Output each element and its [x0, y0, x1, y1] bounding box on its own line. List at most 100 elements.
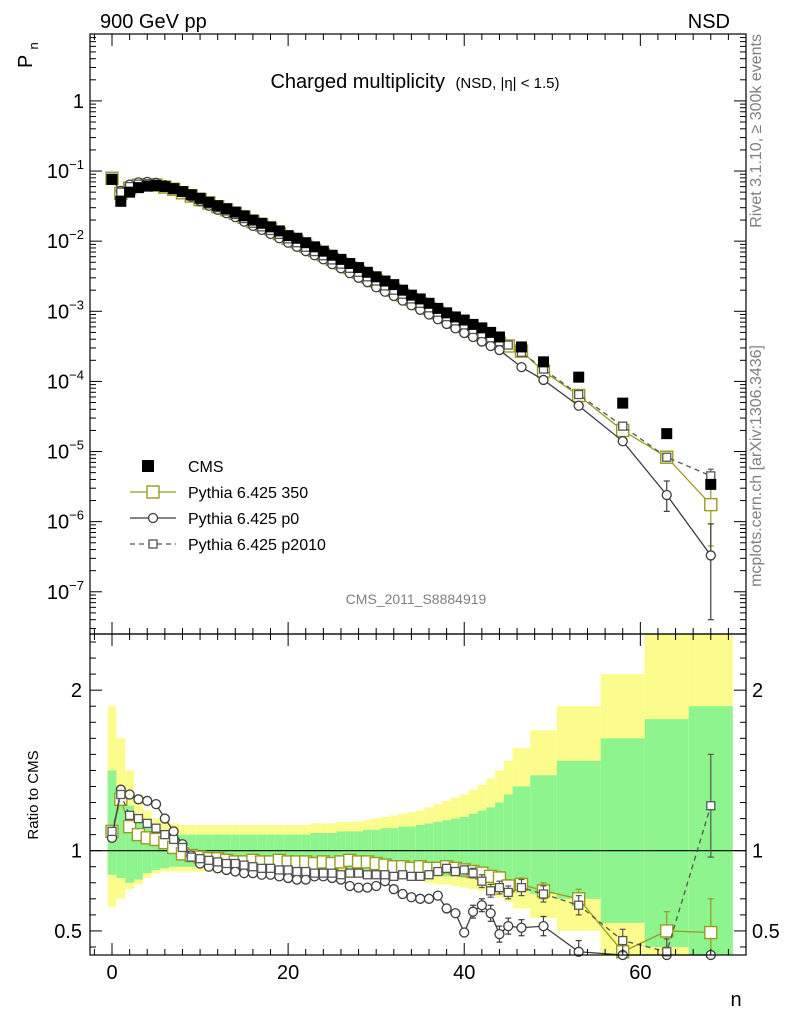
main-panel-series	[105, 171, 718, 621]
y-tick-label: 10−4	[47, 367, 84, 393]
series-point	[221, 858, 232, 869]
series-point	[292, 866, 302, 877]
x-tick-label: 40	[453, 962, 475, 984]
series-point	[459, 927, 470, 938]
series-point	[318, 868, 328, 878]
header-right-label: NSD	[688, 11, 730, 33]
cms-point	[203, 196, 215, 208]
series-point	[617, 436, 628, 447]
series-point	[432, 890, 443, 901]
series-point	[353, 868, 364, 878]
series-point	[503, 920, 514, 932]
band-inner-bin	[424, 823, 434, 875]
band-inner-bin	[398, 826, 407, 872]
cms-point	[335, 253, 347, 265]
series-cms	[106, 173, 717, 490]
series-point	[291, 874, 303, 885]
series-point	[459, 327, 470, 339]
series-point	[389, 871, 399, 882]
legend-entry: Pythia 6.425 p0	[130, 511, 299, 528]
legend-marker	[147, 512, 159, 524]
y-tick-label-exp: −6	[69, 508, 84, 523]
series-point	[538, 374, 549, 386]
chart-title: Charged multiplicity (NSD, |η| < 1.5)	[270, 71, 559, 93]
series-point	[362, 882, 373, 893]
ratio-y-tick-label-left: 2	[71, 680, 82, 702]
cms-point	[705, 478, 717, 490]
series-point	[168, 826, 179, 837]
series-point	[397, 870, 408, 880]
series-point	[516, 922, 527, 933]
legend-entry: CMS	[142, 459, 224, 476]
y-tick-label-base: 10	[47, 371, 69, 393]
series-point	[274, 865, 284, 875]
legend-label: Pythia 6.425 p0	[188, 511, 299, 528]
band-inner-bin	[107, 770, 117, 875]
cms-point	[229, 206, 241, 218]
series-point	[423, 893, 435, 904]
band-inner-bin	[442, 820, 452, 877]
series-point	[415, 893, 426, 904]
y-tick-label: 10−2	[47, 227, 84, 253]
series-point	[344, 880, 355, 892]
cms-point	[115, 195, 127, 207]
y-tick-label-exp: −3	[69, 297, 84, 312]
ratio-panel-axes: 0 20 40 60 0.5 0.5 1 1 2 2	[54, 634, 780, 984]
ratio-y-tick-label-right: 2	[752, 680, 763, 702]
legend-label: Pythia 6.425 350	[188, 485, 308, 502]
cms-point	[159, 181, 171, 193]
y-tick-label-base: 10	[47, 301, 69, 323]
band-inner-bin	[451, 818, 460, 877]
band-inner-bin	[459, 816, 469, 878]
y-tick-label: 1	[73, 91, 84, 113]
y-tick-label-base: 10	[47, 231, 69, 253]
series-point	[516, 882, 527, 893]
cms-point	[379, 275, 391, 287]
y-tick-label-base: 10	[47, 442, 69, 464]
series-point	[450, 908, 461, 919]
legend-marker	[146, 485, 160, 499]
series-point	[309, 868, 320, 878]
cms-point	[282, 230, 294, 242]
series-point	[485, 886, 496, 896]
y-tick-label: 10−6	[47, 508, 84, 534]
y-tick-label-exp: −7	[69, 578, 84, 593]
cms-point	[265, 221, 277, 233]
analysis-watermark: CMS_2011_S8884919	[346, 591, 487, 607]
band-inner-bin	[371, 829, 381, 870]
cms-point	[194, 192, 206, 204]
x-tick-label: 0	[106, 962, 117, 984]
series-point	[133, 794, 144, 805]
series-point	[662, 947, 672, 957]
series-point	[406, 892, 417, 903]
cms-point	[405, 289, 417, 301]
series-point	[150, 798, 162, 810]
band-inner-bin	[468, 813, 478, 878]
y-tick-label: 10−7	[47, 578, 84, 604]
series-point	[282, 872, 294, 884]
series-point	[300, 874, 311, 885]
x-tick-label: 20	[277, 962, 299, 984]
series-point	[574, 900, 584, 910]
cms-point	[353, 262, 365, 274]
band-inner-bin	[556, 760, 601, 899]
series-point	[661, 489, 672, 501]
cms-point	[370, 271, 382, 283]
band-inner-bin	[433, 821, 443, 875]
series-point	[336, 870, 346, 880]
series-point	[538, 889, 549, 899]
series-point	[441, 903, 452, 914]
cms-point	[291, 232, 303, 244]
band-inner-bin	[345, 831, 355, 869]
series-point	[371, 880, 382, 892]
cms-point	[485, 326, 497, 338]
series-point	[415, 871, 425, 882]
y-tick-label: 10−3	[47, 297, 84, 323]
series-point	[503, 340, 513, 350]
band-inner-bin	[644, 719, 689, 947]
series-point	[433, 866, 443, 877]
cms-point	[361, 266, 373, 278]
series-point	[706, 801, 716, 811]
band-inner-bin	[336, 831, 346, 869]
mcplots-reference-label: mcplots.cern.ch [arXiv:1306.3436]	[748, 345, 765, 587]
